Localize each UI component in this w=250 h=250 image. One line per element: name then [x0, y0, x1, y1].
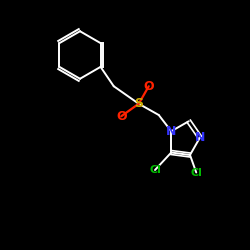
Text: Cl: Cl: [190, 168, 202, 177]
Text: O: O: [144, 80, 154, 93]
Text: O: O: [116, 110, 126, 123]
Text: N: N: [166, 125, 176, 138]
Text: Cl: Cl: [149, 165, 161, 175]
Text: S: S: [134, 97, 143, 110]
Text: N: N: [195, 131, 205, 144]
